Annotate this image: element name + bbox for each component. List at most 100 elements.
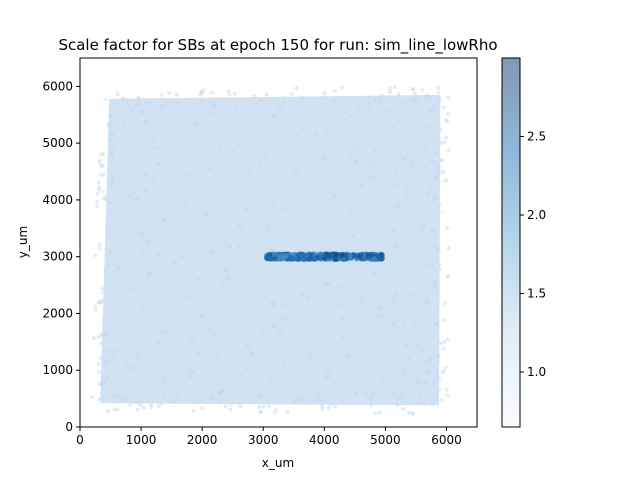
scatter-point [217, 390, 222, 395]
scatter-point [419, 239, 424, 244]
scatter-point [204, 361, 209, 366]
scatter-point [295, 133, 300, 138]
scatter-point [401, 357, 406, 362]
scatter-point [228, 407, 233, 412]
scatter-point [216, 291, 221, 296]
scatter-point [365, 100, 370, 105]
scatter-point [446, 95, 451, 100]
scatter-point [410, 300, 415, 305]
scatter-point [392, 227, 397, 232]
scatter-point [95, 204, 100, 209]
scatter-point [409, 293, 414, 298]
scatter-point [349, 154, 354, 159]
colorbar: 1.0 1.5 2.0 2.5 [501, 57, 546, 428]
scatter-point [257, 405, 262, 410]
scatter-point [144, 172, 149, 177]
scatter-point [321, 156, 326, 161]
scatter-point [396, 92, 401, 97]
scatter-point [110, 180, 115, 185]
scatter-point [160, 104, 165, 109]
scatter-point [294, 86, 299, 91]
x-axis-label: x_um [262, 456, 294, 470]
scatter-point [431, 381, 436, 386]
scatter-point [396, 202, 401, 207]
scatter-point [291, 338, 296, 343]
scatter-point [162, 394, 167, 399]
scatter-point [428, 108, 433, 113]
scatter-point [288, 151, 293, 156]
scatter-point [274, 378, 279, 383]
scatter-point [380, 379, 385, 384]
scatter-point [112, 249, 117, 254]
scatter-point [435, 303, 440, 308]
scatter-point [368, 252, 375, 258]
scatter-point [130, 286, 135, 291]
scatter-point [137, 136, 142, 141]
scatter-point [419, 227, 424, 232]
scatter-point [137, 352, 142, 357]
scatter-point [105, 227, 110, 232]
scatter-point [172, 260, 177, 265]
scatter-point [199, 314, 204, 319]
scatter-point [250, 352, 255, 357]
scatter-point [432, 161, 437, 166]
scatter-point [431, 135, 436, 140]
scatter-point [387, 86, 392, 91]
scatter-point [186, 149, 191, 154]
scatter-point [133, 139, 138, 144]
scatter-point [430, 188, 435, 193]
scatter-point [334, 98, 339, 103]
scatter-point [446, 274, 451, 279]
colorbar-tick-label: 2.5 [527, 130, 546, 144]
scatter-point [162, 218, 167, 223]
scatter-point [209, 90, 214, 95]
scatter-point [102, 360, 107, 365]
scatter-point [432, 284, 437, 289]
scatter-point [360, 142, 365, 147]
scatter-point [258, 244, 263, 249]
scatter-point [443, 365, 448, 370]
scatter-point [330, 143, 335, 148]
scatter-point [435, 166, 440, 171]
scatter-point [370, 231, 375, 236]
scatter-point [395, 244, 400, 249]
scatter-point [393, 170, 398, 175]
scatter-point [103, 369, 108, 374]
scatter-point [395, 101, 400, 106]
scatter-point [404, 192, 409, 197]
scatter-point [239, 163, 244, 168]
scatter-point [115, 92, 120, 97]
scatter-point [139, 232, 144, 237]
scatter-point [212, 173, 217, 178]
scatter-point [200, 107, 205, 112]
scatter-point [227, 92, 232, 97]
scatter-point [366, 261, 371, 266]
scatter-point [324, 130, 329, 135]
scatter-point [375, 314, 380, 319]
scatter-point [411, 212, 416, 217]
scatter-point [229, 351, 234, 356]
scatter-point [135, 206, 140, 211]
scatter-point [368, 397, 373, 402]
scatter-point [427, 95, 432, 100]
scatter-point [438, 165, 443, 170]
scatter-point [432, 289, 437, 294]
scatter-point [383, 346, 388, 351]
scatter-point [107, 163, 112, 168]
scatter-point [203, 198, 208, 203]
scatter-point [322, 265, 327, 270]
scatter-point [425, 181, 430, 186]
scatter-point [144, 272, 149, 277]
scatter-point [434, 323, 439, 328]
y-tick-label: 3000 [42, 250, 73, 264]
scatter-point [181, 152, 186, 157]
scatter-point [227, 244, 232, 249]
scatter-point [266, 255, 272, 262]
scatter-point [129, 109, 134, 114]
scatter-point [394, 205, 399, 210]
scatter-point [239, 222, 244, 227]
scatter-point [442, 369, 447, 374]
scatter-point [141, 373, 146, 378]
scatter-point [211, 103, 216, 108]
scatter-point [147, 270, 152, 275]
